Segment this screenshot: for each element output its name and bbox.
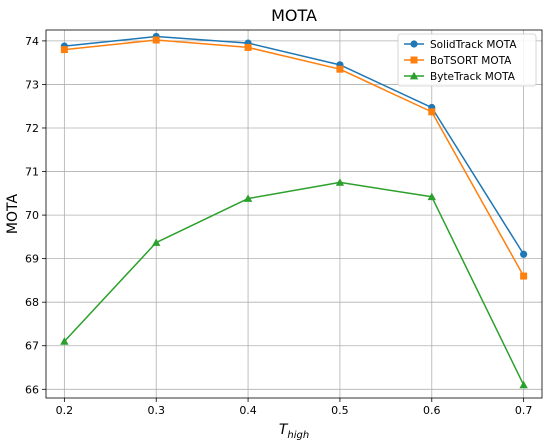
x-axis-label-sub: high <box>287 430 309 441</box>
series-line <box>63 181 525 386</box>
legend-item: SolidTrack MOTA <box>404 39 517 51</box>
x-tick-label: 0.3 <box>147 404 165 417</box>
data-point <box>60 337 69 345</box>
plot-frame <box>45 29 543 399</box>
legend-item: BoTSORT MOTA <box>404 55 512 67</box>
x-tick-label: 0.4 <box>239 404 257 417</box>
y-tick-label: 74 <box>25 35 39 48</box>
series-line <box>64 35 525 255</box>
chart-title: MOTA <box>271 6 317 25</box>
data-point <box>60 46 68 54</box>
series-layer <box>60 32 528 389</box>
data-point <box>428 108 436 116</box>
x-axis: 0.2 0.3 0.4 0.5 0.6 0.7 <box>56 398 533 417</box>
legend: SolidTrack MOTA BoTSORT MOTA ByteTrack MOT… <box>397 33 537 87</box>
y-axis: 66 67 68 69 70 71 72 73 74 <box>25 35 46 396</box>
data-point <box>519 380 528 389</box>
data-point <box>427 192 436 201</box>
y-tick-label: 69 <box>25 253 39 266</box>
x-axis-label: Thigh <box>279 422 309 441</box>
x-tick-label: 0.2 <box>56 404 74 417</box>
y-tick-label: 67 <box>25 340 39 353</box>
data-point <box>520 272 528 280</box>
legend-item: ByteTrack MOTA <box>404 71 516 83</box>
legend-frame <box>397 33 537 87</box>
y-tick-label: 70 <box>25 209 39 222</box>
y-tick-label: 71 <box>25 166 39 179</box>
data-point <box>336 65 344 73</box>
y-tick-label: 72 <box>25 122 39 135</box>
legend-label: ByteTrack MOTA <box>430 71 516 83</box>
data-point <box>152 36 160 44</box>
legend-label: BoTSORT MOTA <box>430 55 512 67</box>
series-line <box>64 39 525 277</box>
y-tick-label: 68 <box>25 296 39 309</box>
y-tick-label: 66 <box>25 383 39 396</box>
data-point <box>152 238 161 246</box>
y-axis-label: MOTA <box>5 194 21 235</box>
x-tick-label: 0.5 <box>331 404 349 417</box>
data-point <box>335 178 345 186</box>
y-tick-label: 73 <box>25 78 39 91</box>
data-point <box>244 43 252 51</box>
series-2 <box>60 178 528 389</box>
data-point <box>243 194 253 202</box>
x-tick-label: 0.7 <box>515 404 533 417</box>
legend-marker <box>409 71 419 80</box>
legend-marker <box>410 56 418 64</box>
legend-marker <box>410 40 418 48</box>
x-tick-label: 0.6 <box>423 404 441 417</box>
series-1 <box>60 36 528 280</box>
legend-label: SolidTrack MOTA <box>430 39 517 51</box>
x-axis-label-main: T <box>279 422 289 438</box>
data-point <box>520 250 528 258</box>
